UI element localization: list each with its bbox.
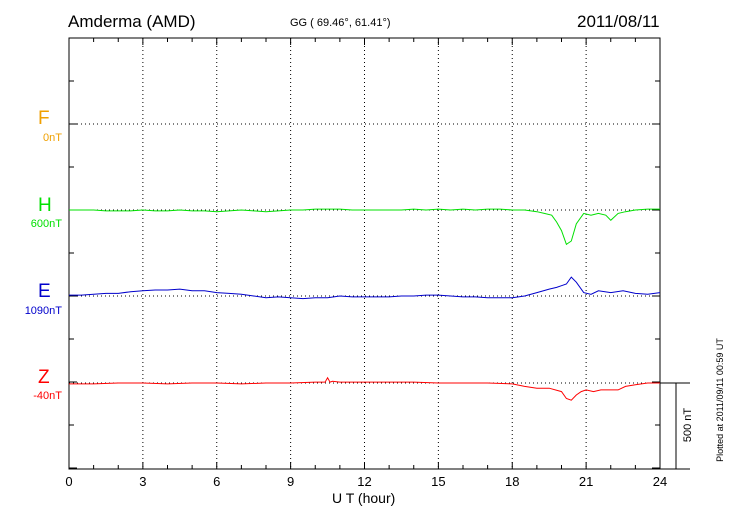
station-coordinates: GG ( 69.46°, 61.41°) [290,17,391,29]
x-tick-label: 9 [287,474,294,489]
channel-e-baseline: 1090nT [24,305,62,317]
x-tick-label: 15 [431,474,445,489]
channel-z-label: Z [38,367,50,388]
series-line-h [69,208,660,246]
x-tick-label: 21 [579,474,593,489]
channel-e-label: E [38,281,51,302]
channel-z-baseline: -40nT [33,390,62,402]
x-tick-label: 3 [139,474,146,489]
x-axis-label: U T (hour) [332,490,396,506]
series-line-e [69,276,661,300]
channel-f-label: F [38,108,50,129]
date-label: 2011/08/11 [577,12,660,31]
channel-f-baseline: 0nT [43,132,62,144]
x-tick-label: 18 [505,474,519,489]
x-tick-label: 6 [213,474,220,489]
channel-h-label: H [38,195,52,216]
series-line-z [69,376,660,401]
x-tick-label: 24 [653,474,667,489]
x-tick-label: 12 [357,474,371,489]
channel-h-baseline: 600nT [30,218,62,230]
x-tick-label: 0 [65,474,72,489]
station-title: Amderma (AMD) [68,12,196,31]
